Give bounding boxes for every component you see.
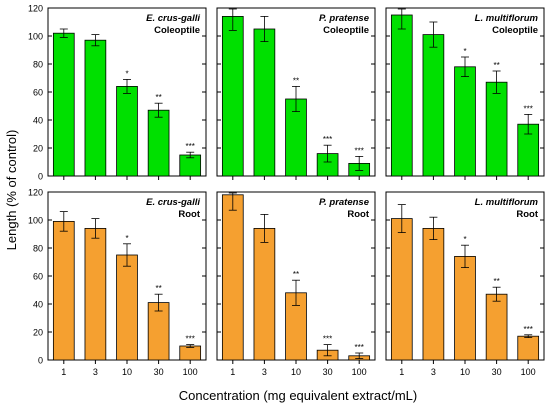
significance-label: *** — [323, 135, 332, 144]
panel-species-label: L. multiflorum — [475, 13, 539, 24]
x-axis-label: Concentration (mg equivalent extract/mL) — [179, 388, 417, 403]
significance-label: ** — [155, 284, 161, 293]
bar — [148, 110, 169, 176]
y-tick-label: 120 — [28, 4, 43, 14]
significance-label: *** — [355, 343, 364, 352]
significance-label: ** — [493, 277, 499, 286]
panel-species-label: P. pratense — [319, 13, 370, 24]
bar — [85, 40, 106, 176]
x-tick-label: 3 — [431, 367, 436, 377]
bar — [254, 228, 275, 360]
significance-label: ** — [293, 76, 299, 85]
chart-panel: 0 20 40 60 80 100 120 1 3 * 10 ** 30 *** 100 E. crus-ga… — [28, 188, 206, 378]
bar — [518, 336, 539, 360]
x-tick-label: 100 — [521, 367, 536, 377]
bar — [53, 33, 74, 176]
significance-label: *** — [524, 104, 533, 113]
bar — [222, 16, 243, 176]
panel-species-label: E. crus-galli — [146, 13, 200, 24]
significance-label: ** — [155, 93, 161, 102]
x-tick-label: 3 — [93, 367, 98, 377]
y-tick-label: 120 — [28, 188, 43, 198]
x-tick-label: 100 — [183, 367, 198, 377]
x-tick-label: 100 — [352, 367, 367, 377]
panel-organ-label: Coleoptile — [154, 25, 200, 36]
significance-label: ** — [293, 270, 299, 279]
bar — [117, 255, 138, 360]
x-tick-label: 3 — [262, 367, 267, 377]
x-tick-label: 10 — [460, 367, 470, 377]
y-tick-label: 60 — [33, 272, 43, 282]
panel-species-label: E. crus-galli — [146, 197, 200, 208]
significance-label: *** — [355, 146, 364, 155]
x-tick-label: 30 — [323, 367, 333, 377]
bar — [222, 195, 243, 360]
panel-organ-label: Coleoptile — [323, 25, 369, 36]
significance-label: *** — [186, 142, 195, 151]
significance-label: *** — [524, 325, 533, 334]
bar — [117, 86, 138, 176]
bar — [85, 228, 106, 360]
bar — [391, 15, 412, 176]
x-tick-label: 1 — [399, 367, 404, 377]
significance-label: * — [125, 69, 128, 78]
bar — [455, 67, 476, 176]
bar — [486, 82, 507, 176]
bar — [53, 221, 74, 360]
y-axis-label: Length (% of control) — [4, 130, 19, 251]
significance-label: *** — [186, 335, 195, 344]
significance-label: * — [463, 235, 466, 244]
panel-organ-label: Coleoptile — [492, 25, 538, 36]
x-tick-label: 1 — [61, 367, 66, 377]
x-tick-label: 10 — [122, 367, 132, 377]
significance-label: *** — [323, 335, 332, 344]
y-tick-label: 100 — [28, 216, 43, 226]
bar — [455, 256, 476, 360]
y-tick-label: 0 — [38, 172, 43, 182]
bar — [254, 29, 275, 176]
x-tick-label: 30 — [154, 367, 164, 377]
x-tick-label: 30 — [492, 367, 502, 377]
x-tick-label: 1 — [230, 367, 235, 377]
panel-organ-label: Root — [178, 209, 200, 220]
y-tick-label: 80 — [33, 244, 43, 254]
y-tick-label: 60 — [33, 88, 43, 98]
bar — [423, 228, 444, 360]
panel-species-label: L. multiflorum — [475, 197, 539, 208]
y-tick-label: 100 — [28, 32, 43, 42]
panel-organ-label: Root — [347, 209, 369, 220]
bar — [180, 346, 201, 360]
significance-label: * — [125, 234, 128, 243]
y-tick-label: 40 — [33, 116, 43, 126]
bar — [391, 219, 412, 360]
panel-organ-label: Root — [516, 209, 538, 220]
significance-label: ** — [493, 61, 499, 70]
bar — [486, 294, 507, 360]
y-tick-label: 0 — [38, 356, 43, 366]
significance-label: * — [463, 47, 466, 56]
y-tick-label: 40 — [33, 300, 43, 310]
y-tick-label: 80 — [33, 60, 43, 70]
bar — [423, 35, 444, 176]
y-tick-label: 20 — [33, 144, 43, 154]
panel-species-label: P. pratense — [319, 197, 370, 208]
y-tick-label: 20 — [33, 328, 43, 338]
x-tick-label: 10 — [291, 367, 301, 377]
